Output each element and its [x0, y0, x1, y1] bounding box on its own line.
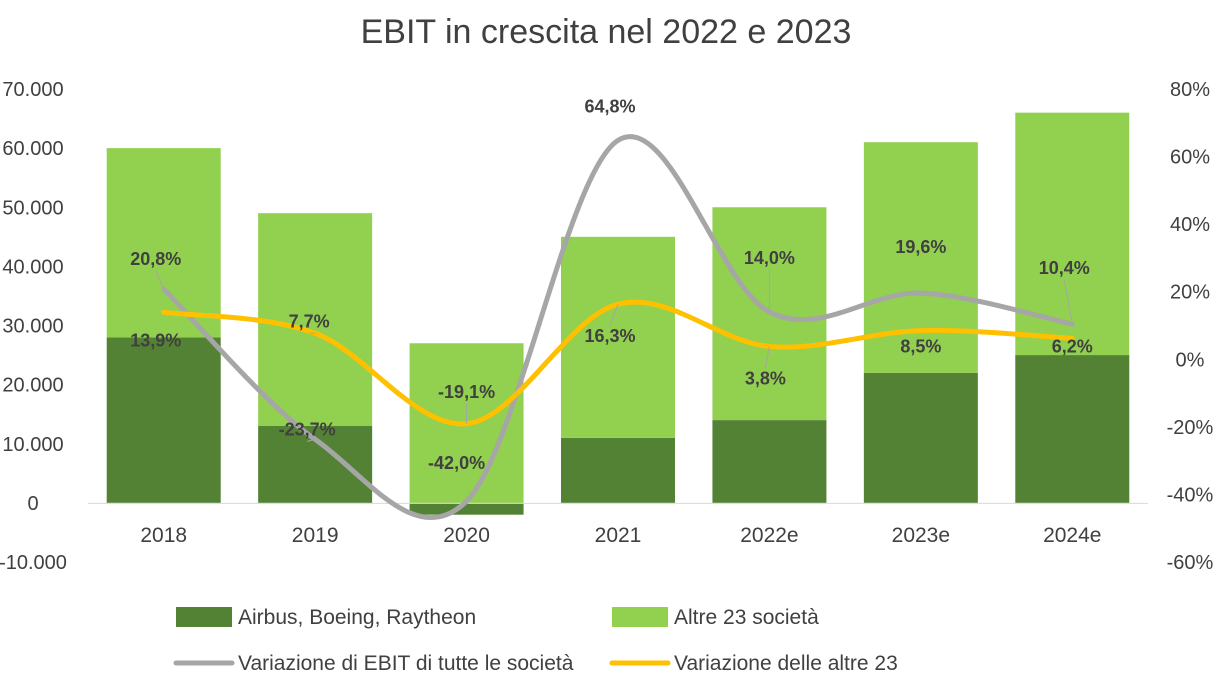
y-left-tick-label: 40.000	[2, 256, 63, 278]
y-left-tick-label: 20.000	[2, 375, 63, 397]
data-labels-layer: 20,8% -23,7% -42,0% 64,8% 14,0% 19,6% 10,4% 13,…	[130, 96, 1093, 473]
y-right-tick-label: 20%	[1170, 282, 1210, 304]
x-tick-label-2018: 2018	[140, 524, 187, 547]
label-altre-23-2020: -19,1%	[438, 382, 495, 402]
chart-title: EBIT in crescita nel 2022 e 2023	[361, 13, 852, 51]
label-altre-23-2021: 16,3%	[584, 326, 635, 346]
label-ebit-tutte-2020: -42,0%	[428, 453, 485, 473]
bar-airbus-boeing-raytheon-2023e	[863, 372, 978, 503]
y-left-tick-label: -10.000	[0, 552, 67, 574]
legend-label-2: Variazione di EBIT di tutte le società	[238, 652, 574, 675]
label-altre-23-2022e: 3,8%	[745, 368, 786, 388]
x-tick-label-2019: 2019	[292, 524, 339, 547]
bars-layer	[106, 112, 1130, 515]
y-right-tick-label: 60%	[1170, 147, 1210, 169]
legend-label-3: Variazione delle altre 23	[674, 652, 898, 675]
legend-swatch-0	[176, 607, 232, 627]
label-ebit-tutte-2023e: 19,6%	[895, 237, 946, 257]
legend-label-1: Altre 23 società	[674, 606, 819, 629]
y-left-tick-label: 70.000	[2, 79, 63, 101]
y-left-tick-label: 60.000	[2, 138, 63, 160]
x-tick-label-2021: 2021	[595, 524, 642, 547]
bar-altre-23-2021	[561, 236, 675, 438]
y-left-tick-label: 50.000	[2, 197, 63, 219]
data-label-leader	[764, 346, 770, 369]
label-ebit-tutte-2021: 64,8%	[584, 96, 635, 116]
y-right-tick-label: 80%	[1170, 79, 1210, 101]
line-variazione-altre-23	[161, 299, 1075, 427]
data-label-leader	[1063, 280, 1073, 325]
label-altre-23-2018: 13,9%	[130, 330, 181, 350]
legend-label-0: Airbus, Boeing, Raytheon	[238, 606, 476, 629]
line-variazione-ebit-tutte	[161, 134, 1075, 520]
data-label-leader	[609, 304, 619, 327]
legend: Airbus, Boeing, Raytheon Altre 23 società…	[173, 606, 898, 675]
label-altre-23-2019: 7,7%	[289, 311, 330, 331]
bar-airbus-boeing-raytheon-2021	[561, 437, 675, 503]
y-left-tick-label: 0	[27, 493, 38, 515]
label-ebit-tutte-2018: 20,8%	[130, 249, 181, 269]
bar-airbus-boeing-raytheon-2020	[409, 502, 524, 515]
bar-altre-23-2024e	[1015, 112, 1130, 356]
bar-airbus-boeing-raytheon-2018	[106, 337, 221, 503]
axes-layer: -10.000 0 10.000 20.000 30.000 40.000 50.000 60…	[0, 79, 1214, 574]
lines-layer	[161, 134, 1075, 520]
y-right-tick-label: 0%	[1176, 349, 1205, 371]
label-altre-23-2024e: 6,2%	[1052, 336, 1093, 356]
bar-airbus-boeing-raytheon-2022e	[712, 420, 827, 503]
x-tick-label-2020: 2020	[443, 524, 490, 547]
bar-altre-23-2018	[106, 148, 221, 338]
data-label-leader	[155, 270, 165, 290]
y-right-tick-label: 40%	[1170, 214, 1210, 236]
x-tick-label-2024e: 2024e	[1043, 524, 1101, 547]
x-tick-label-2023e: 2023e	[892, 524, 950, 547]
y-right-tick-label: -20%	[1167, 417, 1214, 439]
label-ebit-tutte-2024e: 10,4%	[1039, 258, 1090, 278]
x-tick-label-2022e: 2022e	[740, 524, 798, 547]
y-left-tick-label: 10.000	[2, 434, 63, 456]
label-ebit-tutte-2022e: 14,0%	[744, 248, 795, 268]
bar-airbus-boeing-raytheon-2024e	[1015, 355, 1130, 503]
data-label-leader	[307, 438, 316, 442]
legend-swatch-1	[612, 607, 668, 627]
label-ebit-tutte-2019: -23,7%	[279, 419, 336, 439]
y-right-tick-label: -60%	[1167, 552, 1214, 574]
bar-altre-23-2019	[258, 213, 373, 427]
y-left-tick-label: 30.000	[2, 316, 63, 338]
label-altre-23-2023e: 8,5%	[900, 337, 941, 357]
y-right-tick-label: -40%	[1167, 484, 1214, 506]
